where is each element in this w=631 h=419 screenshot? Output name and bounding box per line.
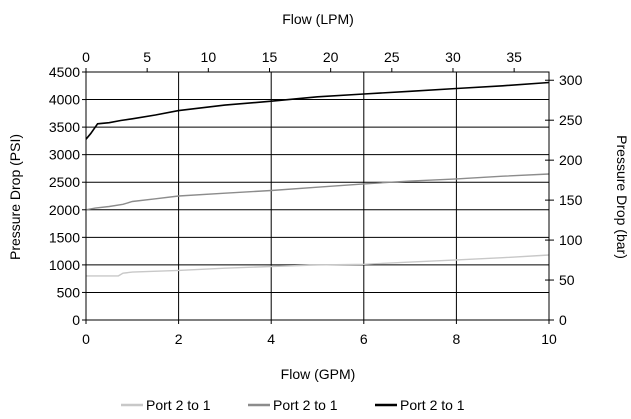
y-tick-label: 4000 — [49, 92, 80, 108]
legend-label-1: Port 2 to 1 — [146, 397, 211, 413]
y-tick-label: 1000 — [49, 257, 80, 273]
y2-tick-label: 200 — [559, 152, 583, 168]
x2-tick-label: 15 — [262, 49, 278, 65]
y2-tick-label: 0 — [559, 312, 567, 328]
y2-tick-label: 250 — [559, 112, 583, 128]
x2-tick-label: 0 — [82, 49, 90, 65]
x2-tick-label: 5 — [143, 49, 151, 65]
y2-tick-label: 100 — [559, 232, 583, 248]
y-tick-label: 4500 — [49, 64, 80, 80]
x2-axis-title: Flow (LPM) — [282, 11, 354, 27]
grid-lines — [85, 71, 550, 321]
x2-tick-label: 30 — [445, 49, 461, 65]
x2-tick-label: 35 — [506, 49, 522, 65]
plot-frame — [85, 71, 550, 321]
y-tick-label: 1500 — [49, 229, 80, 245]
legend: Port 2 to 1 Port 2 to 1 Port 2 to 1 — [121, 397, 465, 413]
y-tick-label: 3000 — [49, 147, 80, 163]
x-tick-label: 10 — [541, 331, 557, 347]
x-tick-label: 2 — [175, 331, 183, 347]
y-tick-label: 0 — [72, 312, 80, 328]
series-line-2 — [85, 173, 550, 211]
y2-axis-title: Pressure Drop (bar) — [614, 135, 630, 259]
y-tick-label: 2000 — [49, 202, 80, 218]
x-tick-label: 8 — [453, 331, 461, 347]
x-tick-label: 0 — [82, 331, 90, 347]
x2-tick-label: 10 — [201, 49, 217, 65]
x2-tick-label: 25 — [384, 49, 400, 65]
legend-label-3: Port 2 to 1 — [400, 397, 465, 413]
y2-tick-label: 50 — [559, 272, 575, 288]
series-lines — [85, 81, 550, 277]
y-tick-label: 3500 — [49, 119, 80, 135]
legend-label-2: Port 2 to 1 — [273, 397, 338, 413]
series-line-1 — [86, 254, 550, 277]
y-tick-label: 2500 — [49, 174, 80, 190]
y2-tick-label: 150 — [559, 192, 583, 208]
x2-tick-label: 20 — [323, 49, 339, 65]
y-axis-title: Pressure Drop (PSI) — [7, 134, 23, 260]
y2-tick-label: 300 — [559, 72, 583, 88]
x-axis-title: Flow (GPM) — [281, 366, 356, 382]
x-tick-label: 4 — [267, 331, 275, 347]
series-line-3 — [85, 81, 550, 140]
y-tick-label: 500 — [57, 284, 81, 300]
x-tick-label: 6 — [360, 331, 368, 347]
